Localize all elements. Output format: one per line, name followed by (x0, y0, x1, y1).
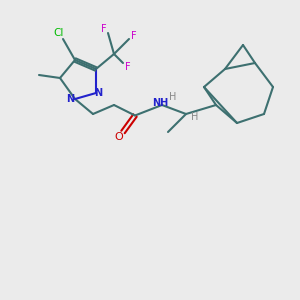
Text: Cl: Cl (53, 28, 64, 38)
Text: N: N (94, 88, 103, 98)
Text: N: N (66, 94, 75, 104)
Text: NH: NH (152, 98, 169, 109)
Text: O: O (114, 131, 123, 142)
Text: F: F (131, 31, 136, 41)
Text: F: F (101, 23, 106, 34)
Text: H: H (191, 112, 199, 122)
Text: H: H (169, 92, 176, 103)
Text: F: F (125, 62, 130, 73)
